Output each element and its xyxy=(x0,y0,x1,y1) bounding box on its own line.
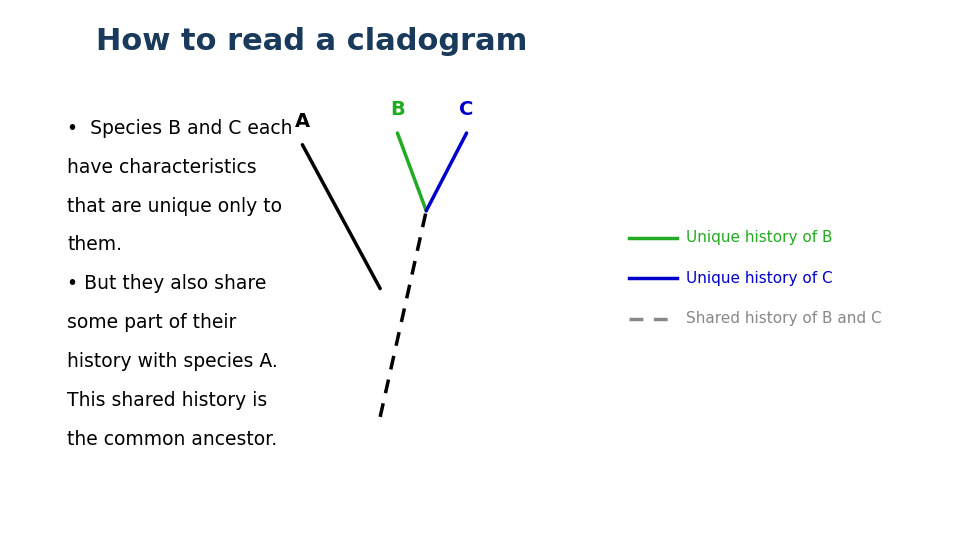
Text: Shared history of B and C: Shared history of B and C xyxy=(686,311,882,326)
Text: C: C xyxy=(460,100,473,119)
Text: history with species A.: history with species A. xyxy=(67,352,278,371)
Text: How to read a cladogram: How to read a cladogram xyxy=(96,27,527,56)
Text: some part of their: some part of their xyxy=(67,313,236,332)
Text: the common ancestor.: the common ancestor. xyxy=(67,430,277,449)
Text: This shared history is: This shared history is xyxy=(67,391,268,410)
Text: have characteristics: have characteristics xyxy=(67,158,257,177)
Text: that are unique only to: that are unique only to xyxy=(67,197,282,215)
Text: A: A xyxy=(295,112,310,131)
Text: • But they also share: • But they also share xyxy=(67,274,267,293)
Text: them.: them. xyxy=(67,235,122,254)
Text: Unique history of C: Unique history of C xyxy=(686,271,833,286)
Text: Unique history of B: Unique history of B xyxy=(686,230,833,245)
Text: •  Species B and C each: • Species B and C each xyxy=(67,119,293,138)
Text: B: B xyxy=(390,100,405,119)
